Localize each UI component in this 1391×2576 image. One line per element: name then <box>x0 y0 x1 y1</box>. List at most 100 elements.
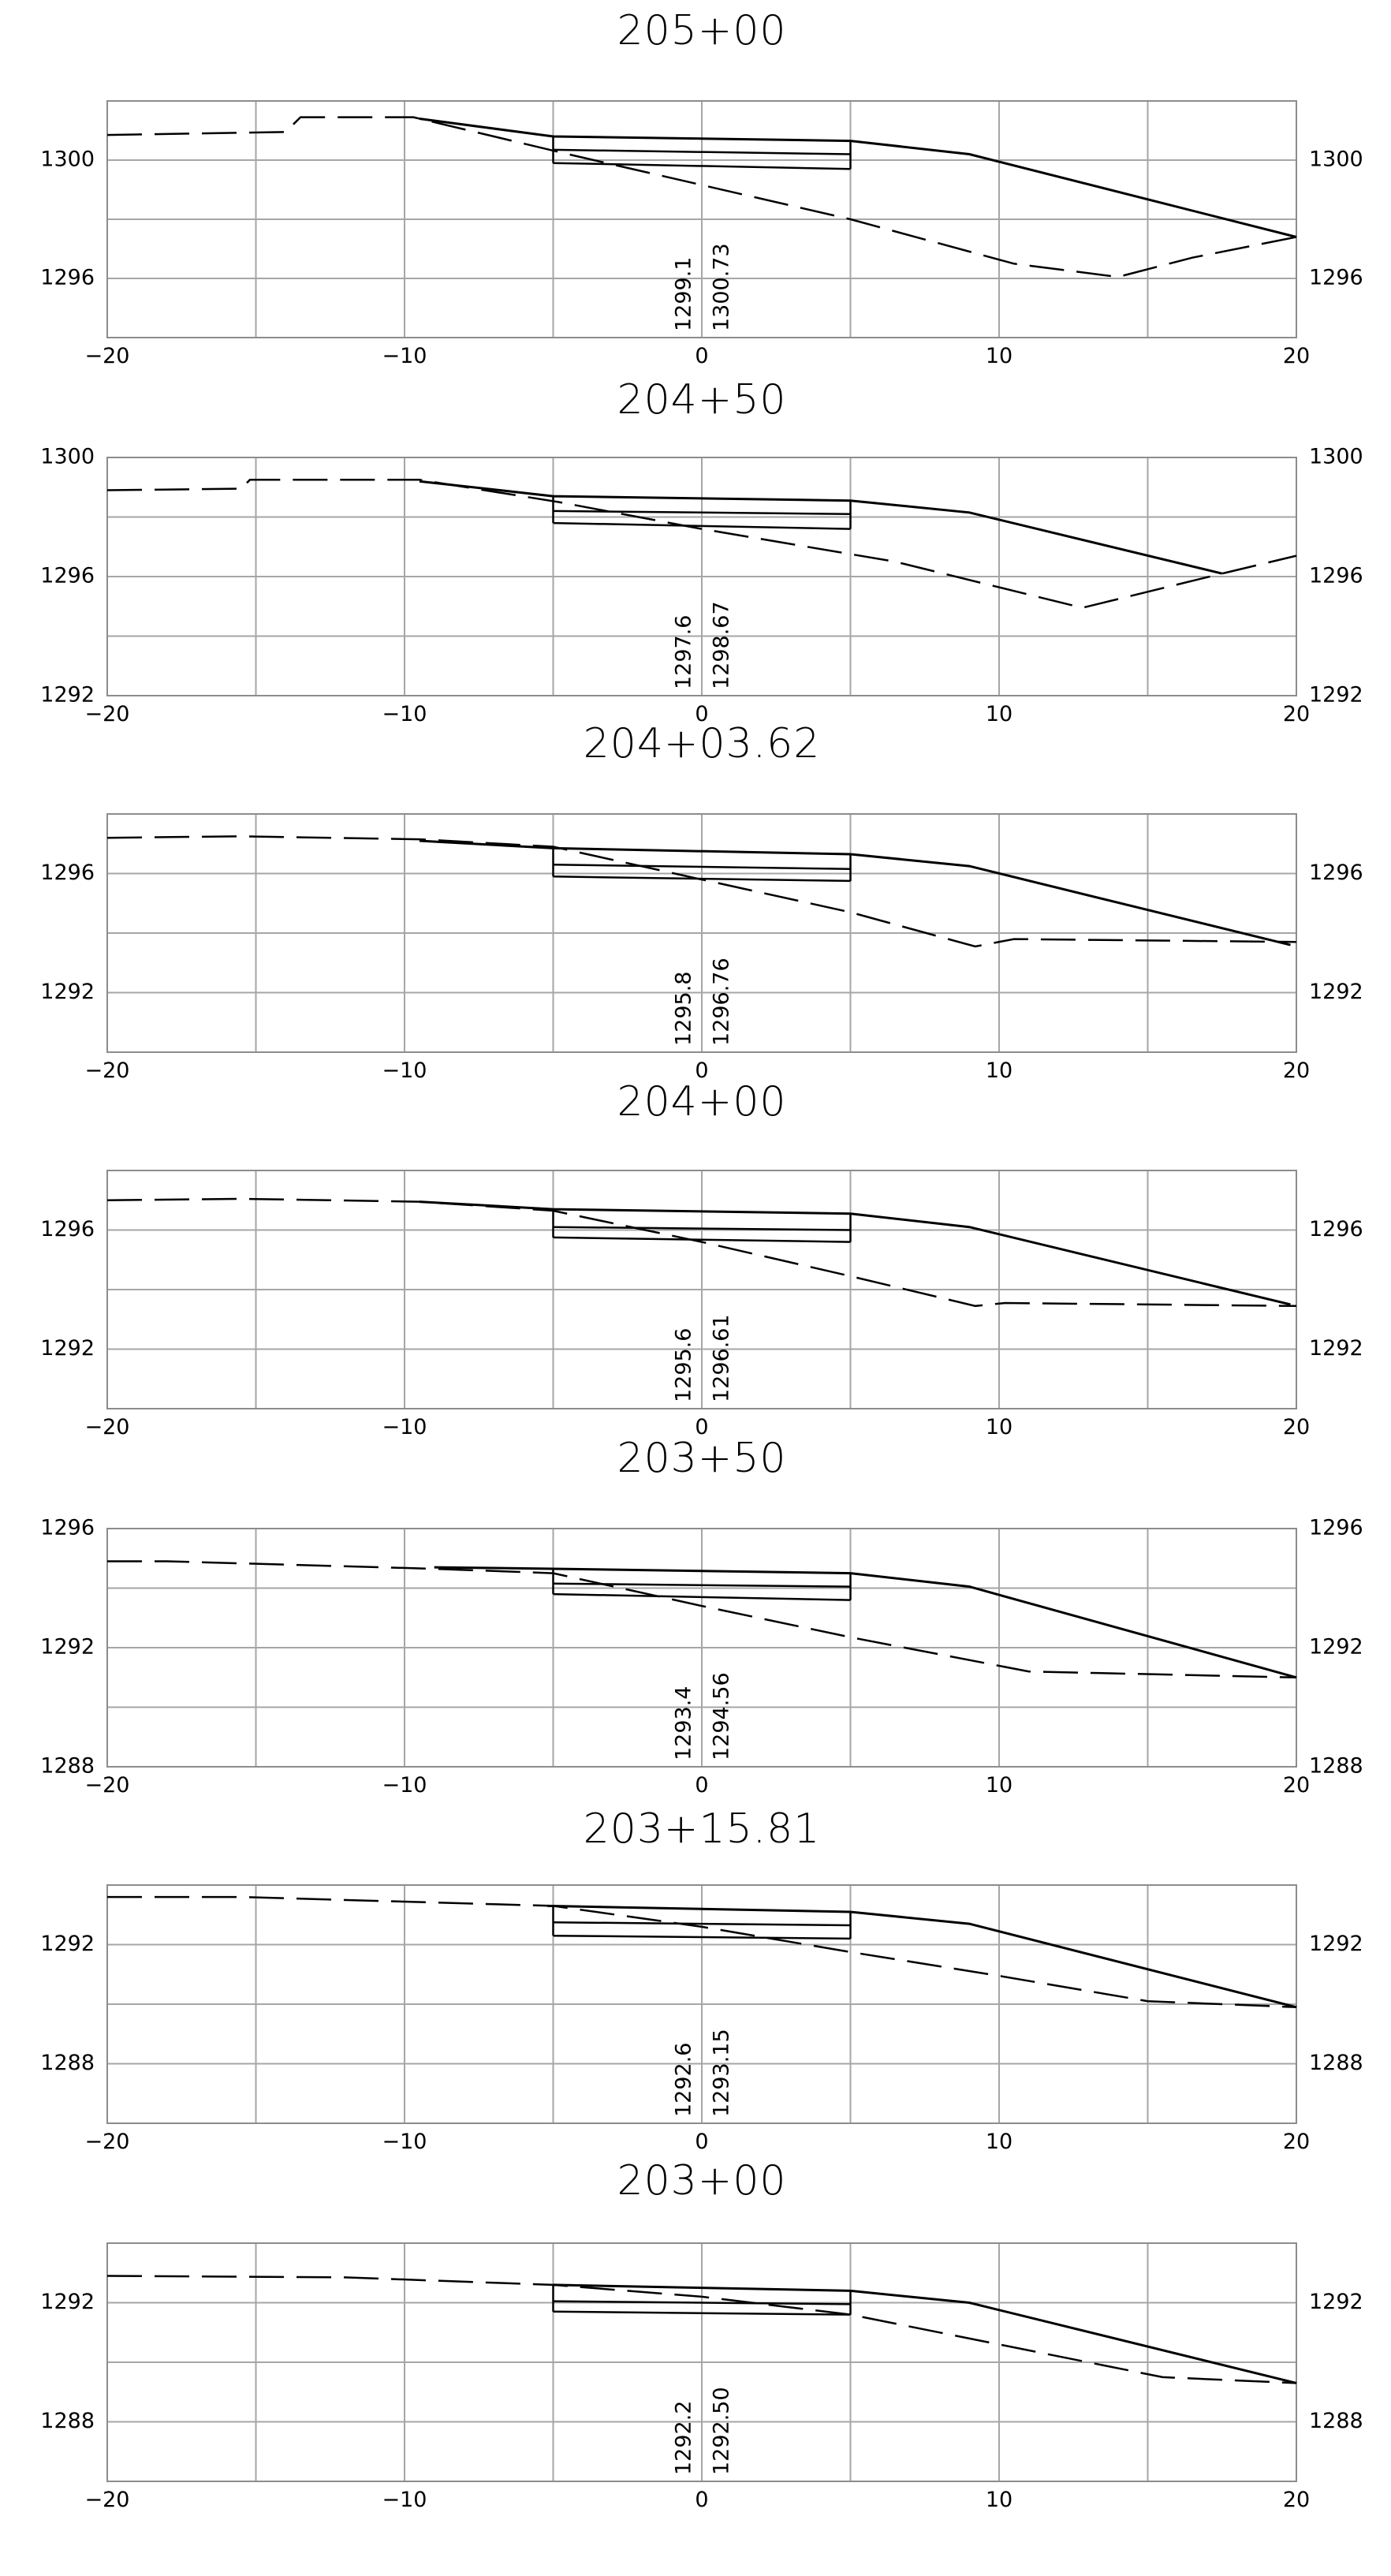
x-tick-label: 20 <box>1283 2130 1310 2154</box>
existing-ground-line <box>106 2275 1297 2384</box>
elevation-label-ground: 1299.1 <box>672 257 696 331</box>
x-tick-label: 10 <box>986 702 1012 726</box>
elevation-label-ground: 1292.2 <box>672 2401 696 2475</box>
pavement-layer-line <box>553 1582 851 1588</box>
y-tick-label-left: 1292 <box>40 1635 95 1659</box>
x-tick-label: 0 <box>695 344 708 368</box>
y-tick-label-left: 1300 <box>40 445 95 469</box>
x-tick-label: 20 <box>1283 1773 1310 1798</box>
pavement-layer-line <box>553 1236 851 1243</box>
y-tick-label-right: 1288 <box>1309 1754 1363 1779</box>
x-tick-label: −20 <box>85 2130 130 2154</box>
pavement-layer-line <box>553 2310 851 2316</box>
design-surface-line <box>419 839 1291 946</box>
y-tick-label-left: 1288 <box>40 1754 95 1779</box>
x-tick-label: −20 <box>85 1415 130 1439</box>
pavement-layer-line <box>553 521 851 530</box>
elevation-label-finished-grade: 1293.15 <box>710 2029 734 2117</box>
cross-section-panel: 205+00 −20 −10 0 10 20 1300 1300 1296 1296 1299.1 1… <box>40 7 1363 368</box>
elevation-label-ground: 1295.6 <box>672 1328 696 1402</box>
y-tick-label-right: 1292 <box>1309 980 1363 1004</box>
station-title: 205+00 <box>617 7 787 54</box>
x-tick-label: 20 <box>1283 1058 1310 1083</box>
station-title: 203+50 <box>617 1435 787 1482</box>
pavement-layer-line <box>553 1921 851 1927</box>
y-tick-label-left: 1292 <box>40 683 95 707</box>
y-tick-label-left: 1296 <box>40 564 95 588</box>
y-tick-label-left: 1288 <box>40 2409 95 2433</box>
elevation-label-finished-grade: 1296.76 <box>710 958 734 1046</box>
x-tick-label: 20 <box>1283 702 1310 726</box>
y-tick-label-left: 1296 <box>40 1516 95 1540</box>
y-tick-label-left: 1296 <box>40 266 95 290</box>
elevation-label-ground: 1293.4 <box>672 1686 696 1760</box>
y-tick-label-right: 1300 <box>1309 147 1363 172</box>
elevation-label-finished-grade: 1294.56 <box>710 1672 734 1760</box>
y-tick-label-right: 1296 <box>1309 564 1363 588</box>
existing-ground-line <box>106 479 1297 609</box>
existing-ground-line <box>107 1895 1297 2009</box>
x-tick-label: −20 <box>85 344 130 368</box>
pavement-layer-line <box>553 875 851 883</box>
y-tick-label-left: 1292 <box>40 1336 95 1361</box>
y-tick-label-left: 1288 <box>40 2051 95 2075</box>
x-tick-label: −20 <box>85 1773 130 1798</box>
x-tick-label: 20 <box>1283 344 1310 368</box>
cross-section-panel: 203+50 −20 −10 0 10 20 1296 1296 1292 1292 1288 128… <box>40 1435 1363 1798</box>
existing-ground-line <box>107 1560 1297 1679</box>
x-tick-label: −20 <box>85 702 130 726</box>
cross-section-panel: 203+00 −20 −10 0 10 20 1292 1292 1288 1288 1292.2 1… <box>40 2157 1363 2512</box>
design-surface-line <box>434 1566 1297 1679</box>
y-tick-label-left: 1292 <box>40 1932 95 1956</box>
x-tick-label: −10 <box>382 344 427 368</box>
x-tick-label: 10 <box>986 1058 1012 1083</box>
y-tick-label-right: 1296 <box>1309 861 1363 885</box>
design-surface-line <box>419 480 1223 575</box>
pavement-layer-line <box>553 510 851 515</box>
y-tick-label-left: 1292 <box>40 980 95 1004</box>
y-tick-label-right: 1300 <box>1309 445 1363 469</box>
plot-frame <box>106 100 1297 338</box>
design-surface-line <box>419 118 1297 238</box>
cross-section-panel: 204+03.62 −20 −10 0 10 20 1296 1296 1292 1292 1295… <box>40 720 1363 1083</box>
station-title: 204+50 <box>617 376 787 424</box>
elevation-label-finished-grade: 1292.50 <box>710 2387 734 2475</box>
y-tick-label-left: 1300 <box>40 147 95 172</box>
pavement-layer-line <box>553 162 851 170</box>
x-tick-label: 0 <box>695 2488 708 2512</box>
y-tick-label-right: 1292 <box>1309 1932 1363 1956</box>
plot-frame <box>106 1884 1297 2124</box>
elevation-label-ground: 1297.6 <box>672 615 696 689</box>
x-tick-label: −10 <box>382 2488 427 2512</box>
existing-ground-line <box>106 116 1297 278</box>
y-tick-label-right: 1288 <box>1309 2051 1363 2075</box>
elevation-label-finished-grade: 1300.73 <box>710 243 734 331</box>
x-tick-label: 0 <box>695 1058 708 1083</box>
cross-section-panel: 203+15.81 −20 −10 0 10 20 1292 1292 1288 1288 1292… <box>40 1805 1363 2154</box>
x-tick-label: −10 <box>382 1415 427 1439</box>
x-tick-label: −10 <box>382 1773 427 1798</box>
cross-section-panel: 204+00 −20 −10 0 10 20 1296 1296 1292 1292 1295.6 1… <box>40 1078 1363 1439</box>
pavement-layer-line <box>553 1226 851 1231</box>
design-surface-line <box>553 2283 1297 2384</box>
x-tick-label: 0 <box>695 1415 708 1439</box>
x-tick-label: −20 <box>85 2488 130 2512</box>
cross-section-panel: 204+50 −20 −10 0 10 20 1300 1300 1296 1296 1292 129… <box>40 376 1363 726</box>
pavement-layer-line <box>553 1592 851 1601</box>
pavement-layer-line <box>553 148 851 155</box>
pavement-layer-line <box>553 1934 851 1940</box>
pavement-layer-line <box>553 863 851 871</box>
x-tick-label: 0 <box>695 1773 708 1798</box>
x-tick-label: 10 <box>986 2488 1012 2512</box>
design-surface-line <box>546 1904 1297 2009</box>
plot-frame <box>106 813 1297 1053</box>
x-tick-label: 0 <box>695 2130 708 2154</box>
plot-frame <box>106 2242 1297 2482</box>
elevation-label-finished-grade: 1296.61 <box>710 1314 734 1402</box>
station-title: 204+03.62 <box>584 720 821 767</box>
plot-frame <box>106 1170 1297 1409</box>
y-tick-label-right: 1296 <box>1309 266 1363 290</box>
x-tick-label: −10 <box>382 702 427 726</box>
y-tick-label-right: 1296 <box>1309 1516 1363 1540</box>
y-tick-label-right: 1292 <box>1309 1635 1363 1659</box>
